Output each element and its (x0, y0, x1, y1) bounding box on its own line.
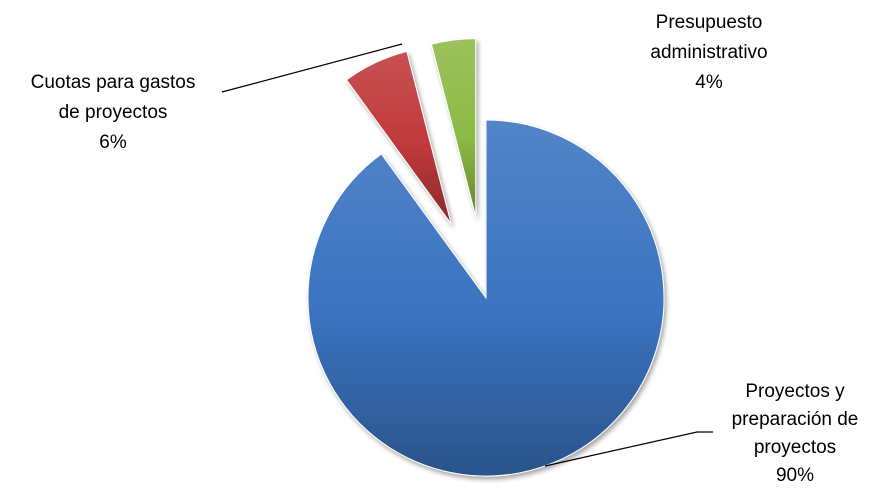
data-label-percent: 90% (776, 465, 814, 486)
data-label-line: preparación de (732, 409, 859, 430)
data-label-line: Presupuesto (656, 12, 763, 33)
leader-line-1 (544, 431, 713, 467)
leader-lines-layer (221, 43, 713, 467)
data-labels-layer: Proyectos y preparación de proyectos 90% Cuo… (31, 12, 859, 486)
pie-slice-3 (430, 38, 477, 217)
data-label-2: Cuotas para gastos de proyectos 6% (31, 72, 196, 153)
leader-line-2 (221, 43, 403, 93)
data-label-line: de proyectos (59, 102, 168, 123)
data-label-line: proyectos (754, 437, 836, 458)
data-label-1: Proyectos y preparación de proyectos 90% (732, 381, 859, 486)
data-label-percent: 4% (695, 72, 723, 93)
data-label-percent: 6% (99, 132, 127, 153)
data-label-line: Cuotas para gastos (31, 72, 196, 93)
data-label-line: administrativo (650, 42, 767, 63)
pie-slice-2 (345, 50, 452, 225)
pie-slice-1 (307, 119, 665, 477)
data-label-line: Proyectos y (745, 381, 845, 402)
data-label-3: Presupuesto administrativo 4% (650, 12, 767, 93)
slices-layer (307, 38, 665, 477)
